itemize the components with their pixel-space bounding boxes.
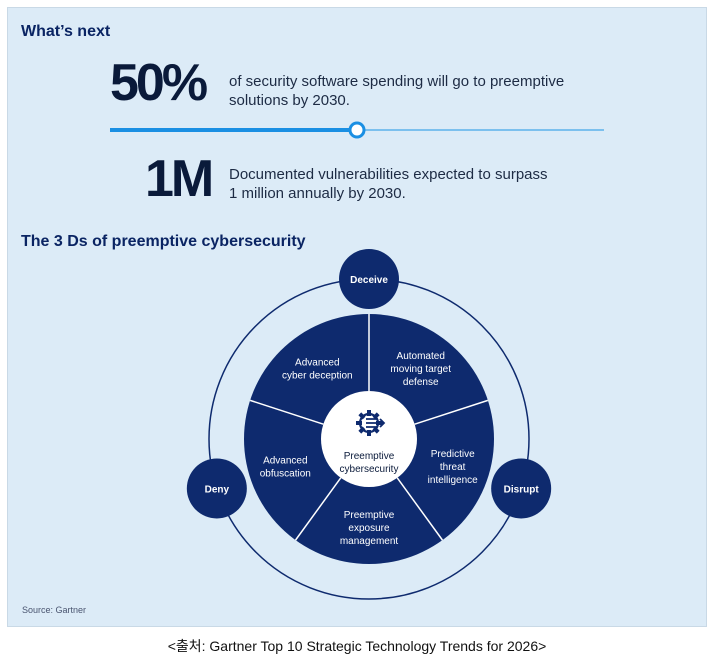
d-label-deceive: Deceive [350, 275, 388, 286]
three-ds-diagram: Preemptive cybersecurity Advanced cyber dec… [186, 249, 552, 600]
stat-1m-line2: 1 million annually by 2030. [229, 185, 406, 202]
d-circle-deny [186, 458, 247, 519]
d-circle-disrupt [491, 458, 552, 519]
progress-track [110, 121, 604, 139]
d-label-disrupt: Disrupt [504, 484, 540, 495]
segment-label: Preemptive exposure management [340, 510, 399, 547]
segment-label: Automated moving target defense [390, 351, 451, 388]
segment-label: Advanced obfuscation [260, 456, 311, 480]
segment-divider [249, 399, 324, 425]
center-circle [321, 391, 417, 487]
stat-1m-value: 1M [145, 150, 214, 208]
segment-label: Predictive threat intelligence [428, 449, 478, 486]
d-label-deny: Deny [205, 484, 230, 495]
segment-divider [414, 399, 489, 425]
segment-divider [294, 477, 342, 541]
infographic-panel: What’s next 50% of security software spe… [7, 7, 707, 627]
progress-knob [348, 121, 366, 139]
d-circle-deceive [339, 249, 399, 309]
source-note: Source: Gartner [22, 605, 87, 615]
figure-caption: <출처: Gartner Top 10 Strategic Technology… [167, 638, 547, 654]
stat-50-percent-line1: of security software spending will go to… [229, 73, 565, 90]
center-label: Preemptive cybersecurity [340, 451, 399, 475]
whats-next-heading: What’s next [21, 23, 111, 40]
stat-1m-line1: Documented vulnerabilities expected to s… [229, 166, 548, 183]
segment-divider [396, 477, 444, 541]
gear-arrows-icon [356, 410, 386, 436]
stat-50-percent-value: 50% [110, 54, 208, 112]
three-ds-heading: The 3 Ds of preemptive cybersecurity [21, 233, 306, 250]
stat-1m-text: Documented vulnerabilities expected to s… [229, 165, 548, 203]
segment-label: Advanced cyber deception [282, 357, 353, 381]
stat-50-percent-text: of security software spending will go to… [229, 72, 564, 110]
stat-50-percent-line2: solutions by 2030. [229, 92, 350, 109]
